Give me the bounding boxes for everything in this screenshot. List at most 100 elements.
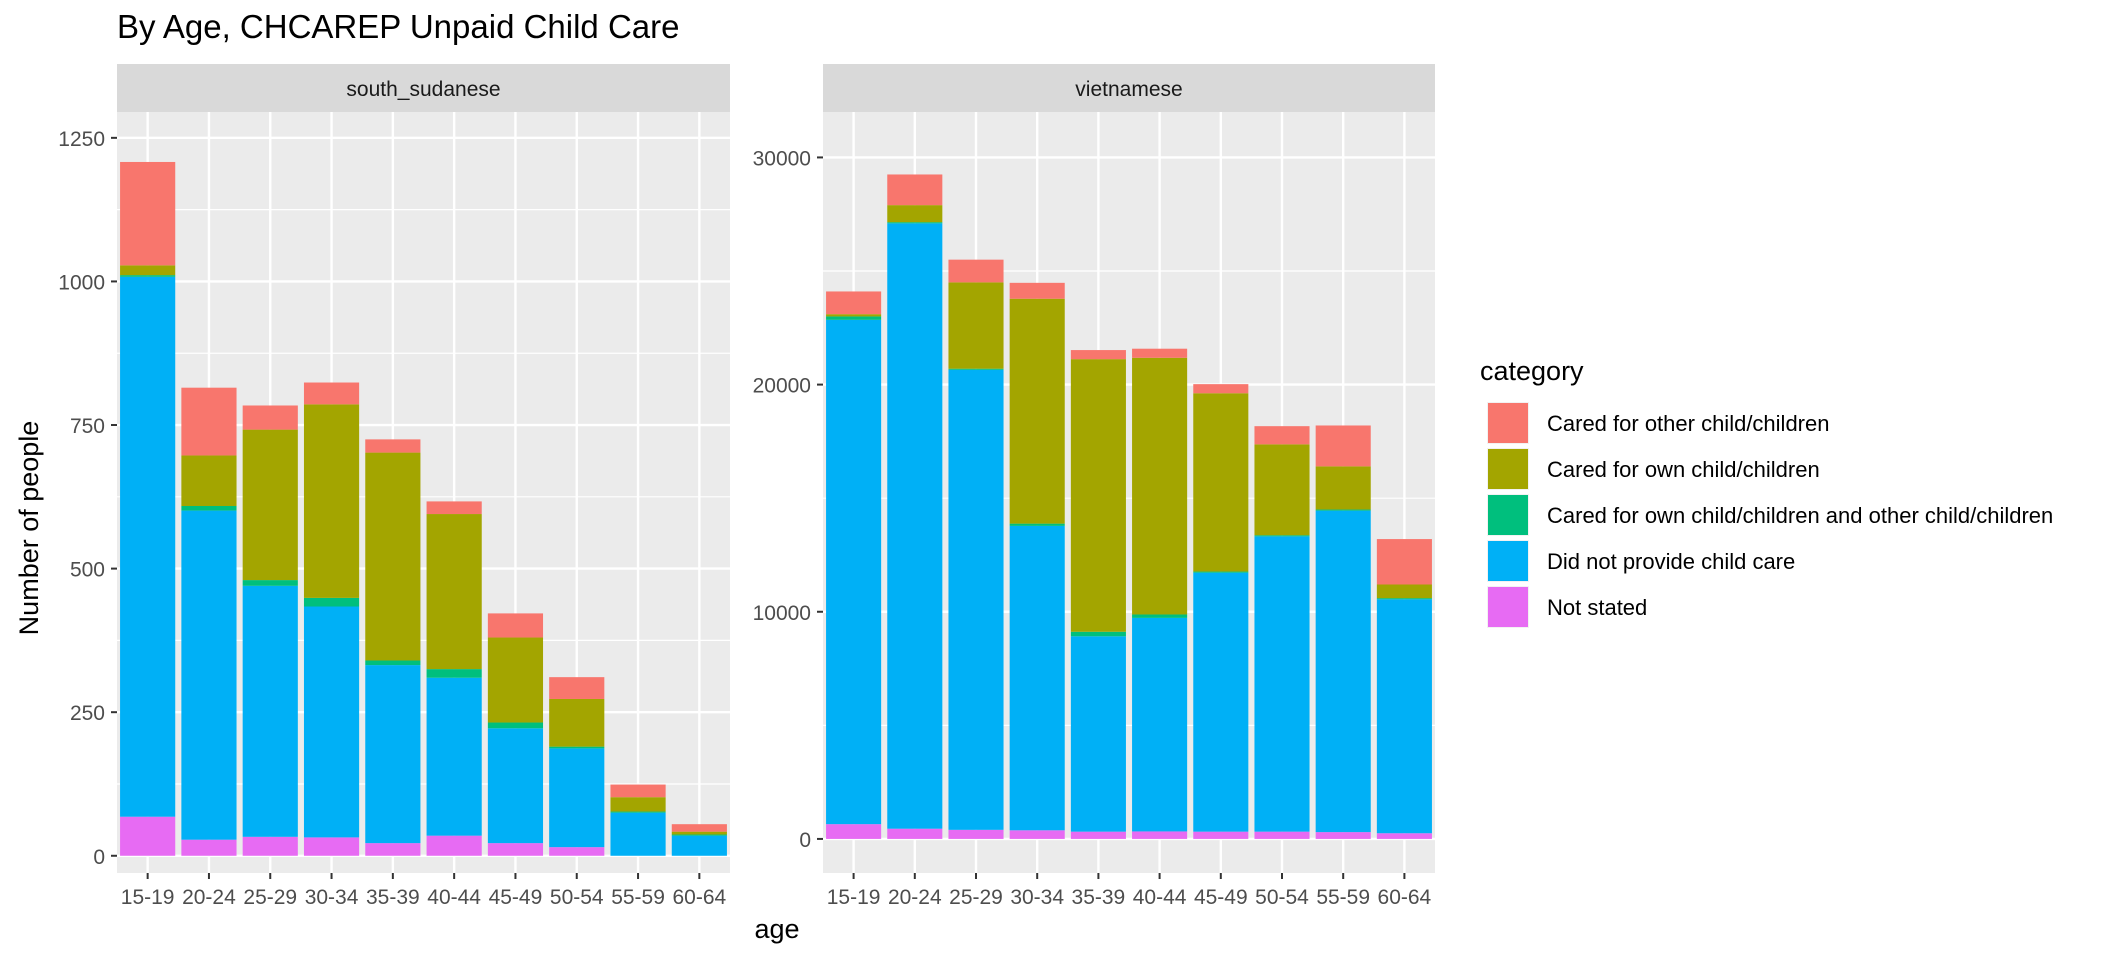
bar-segment (1315, 425, 1371, 467)
x-tick-label: 55-59 (611, 886, 665, 909)
bar-segment (181, 387, 237, 456)
x-tick-label: 60-64 (1378, 886, 1432, 909)
legend-swatch (1488, 541, 1528, 581)
bar-segment (549, 746, 605, 749)
bar-segment (120, 265, 176, 276)
legend-label: Not stated (1547, 595, 1647, 620)
bar-segment (610, 784, 666, 798)
x-tick-label: 25-29 (949, 886, 1003, 909)
bar-segment (242, 836, 298, 856)
legend-swatch (1488, 449, 1528, 489)
bar-segment (887, 223, 943, 829)
bar-segment (948, 829, 1004, 839)
bar-segment (365, 439, 421, 453)
bar-segment (671, 824, 727, 832)
x-tick-label: 60-64 (672, 886, 726, 909)
x-tick-label: 40-44 (427, 886, 481, 909)
y-tick-label: 750 (70, 415, 105, 438)
bar-segment (1254, 535, 1310, 537)
bar-segment (1132, 357, 1188, 615)
bar-segment (549, 748, 605, 848)
bar-segment (1193, 572, 1249, 832)
bar-segment (948, 369, 1004, 830)
bar-segment (1132, 614, 1188, 618)
bar-segment (303, 382, 360, 405)
legend-item: Did not provide child care (1487, 540, 1795, 582)
bar-segment (426, 514, 482, 670)
x-tick-label: 20-24 (888, 886, 942, 909)
bar-segment (826, 319, 882, 825)
bar-segment (1193, 831, 1249, 839)
y-tick-label: 0 (93, 846, 105, 869)
panel-south_sudanese: south_sudanese 0 250 500 750 1000 1250 15-19 20-… (58, 64, 730, 909)
bar-segment (242, 580, 298, 586)
legend-title: category (1480, 356, 1584, 386)
y-tick-label: 1000 (58, 271, 105, 294)
bar-segment (365, 452, 421, 661)
bar-segment (1376, 833, 1432, 839)
bar-segment (887, 174, 943, 206)
bar-segment (549, 847, 605, 856)
y-tick-label: 0 (799, 829, 811, 852)
x-tick-label: 40-44 (1133, 886, 1187, 909)
legend-label: Cared for other child/children (1547, 411, 1829, 436)
y-tick-label: 500 (70, 559, 105, 582)
bar-segment (1254, 831, 1310, 839)
x-tick-label: 45-49 (1194, 886, 1248, 909)
strip-background (117, 64, 730, 112)
panels: south_sudanese 0 250 500 750 1000 1250 15-19 20-… (58, 64, 1435, 909)
bar-segment (242, 405, 298, 430)
y-tick-label: 250 (70, 702, 105, 725)
bar-segment (1315, 832, 1371, 839)
strip-label: vietnamese (1075, 78, 1182, 101)
bar-segment (671, 835, 727, 856)
bar-segment (426, 501, 482, 515)
bar-segment (1254, 536, 1310, 832)
legend-item: Cared for own child/children (1487, 448, 1820, 490)
bar-segment (1315, 510, 1371, 833)
bar-segment (1193, 571, 1249, 573)
y-axis-label: Number of people (14, 421, 44, 636)
bar-segment (303, 837, 360, 856)
bar-segment (826, 824, 882, 839)
bar-segment (887, 222, 943, 224)
bar-segment (487, 613, 544, 638)
bar-segment (181, 510, 237, 840)
bar-segment (671, 834, 727, 836)
x-tick-label: 25-29 (243, 886, 297, 909)
bar-segment (120, 816, 176, 856)
x-tick-label: 15-19 (827, 886, 881, 909)
bar-segment (948, 259, 1004, 283)
bar-segment (1009, 525, 1065, 831)
strip-label: south_sudanese (346, 78, 500, 101)
x-tick-label: 50-54 (550, 886, 604, 909)
x-tick-label: 35-39 (366, 886, 420, 909)
bar-segment (671, 831, 727, 835)
legend-label: Did not provide child care (1547, 549, 1795, 574)
x-axis-label: age (754, 914, 799, 944)
bar-segment (120, 161, 176, 266)
legend-item: Not stated (1487, 586, 1647, 628)
bar-segment (1193, 393, 1249, 572)
legend-item: Cared for own child/children and other c… (1487, 494, 2053, 536)
bar-segment (1009, 282, 1065, 299)
bar-segment (487, 637, 544, 723)
bar-segment (1070, 359, 1126, 632)
bar-segment (181, 455, 237, 506)
bar-segment (826, 316, 882, 320)
bar-segment (610, 797, 666, 812)
bar-segment (181, 505, 237, 511)
x-tick-label: 55-59 (1316, 886, 1370, 909)
bar-segment (1315, 509, 1371, 511)
bar-segment (426, 669, 482, 678)
legend-swatch (1488, 495, 1528, 535)
x-tick-label: 35-39 (1072, 886, 1126, 909)
panel-vietnamese: vietnamese 0 10000 20000 30000 15-19 20-24 25-2… (753, 64, 1435, 909)
bar-segment (1376, 539, 1432, 585)
bar-segment (1070, 631, 1126, 637)
x-tick-label: 30-34 (1010, 886, 1064, 909)
bar-segment (426, 835, 482, 856)
bar-segment (303, 597, 360, 607)
